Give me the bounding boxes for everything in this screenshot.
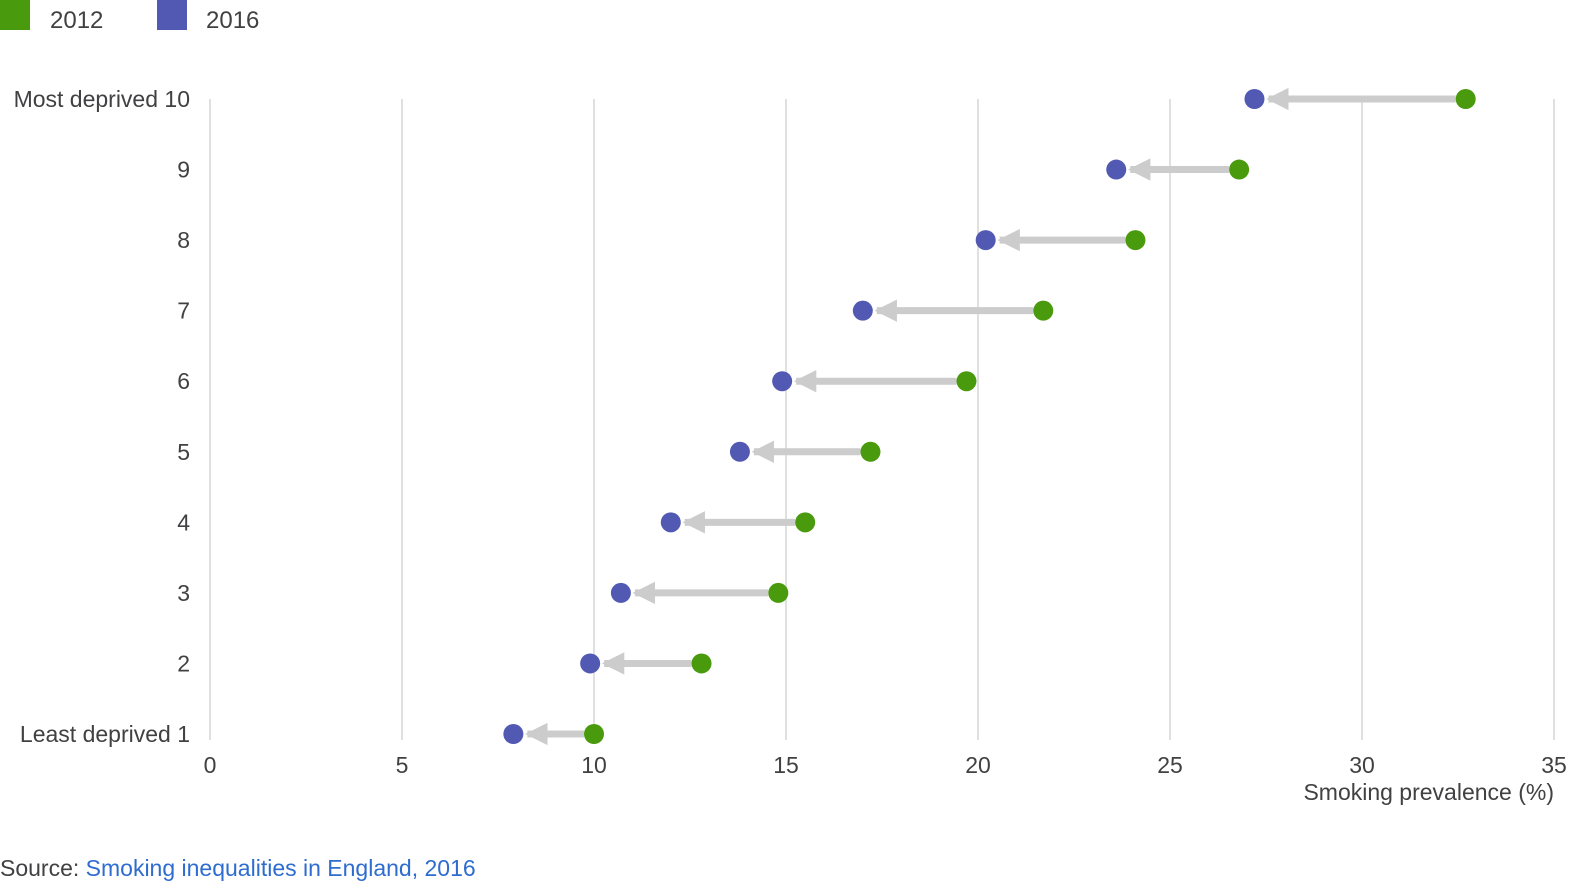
point-2012-7 (768, 582, 789, 603)
point-2016-3 (852, 300, 873, 321)
legend-label-2016: 2016 (206, 7, 260, 34)
y-tick-label-8: 2 (177, 650, 190, 676)
point-2012-1 (1229, 159, 1250, 180)
point-2012-6 (795, 512, 816, 533)
point-2016-0 (1244, 89, 1265, 109)
y-tick-label-5: 5 (177, 439, 190, 465)
x-tick-label-35: 35 (1541, 752, 1567, 778)
x-tick-label-25: 25 (1157, 752, 1183, 778)
source-note: Source: Smoking inequalities in England,… (0, 855, 476, 882)
point-2012-5 (860, 441, 881, 462)
y-tick-label-6: 4 (177, 509, 190, 535)
x-axis-title: Smoking prevalence (%) (1303, 779, 1554, 805)
point-2016-7 (610, 582, 631, 603)
y-tick-label-7: 3 (177, 580, 190, 606)
x-tick-label-5: 5 (396, 752, 409, 778)
y-tick-label-9: Least deprived 1 (20, 721, 190, 747)
point-2016-6 (660, 512, 681, 533)
legend-swatch-2012 (0, 0, 30, 30)
point-2012-0 (1455, 89, 1476, 109)
point-2012-2 (1125, 230, 1146, 251)
point-2016-4 (772, 371, 793, 392)
point-2016-9 (503, 724, 524, 744)
y-tick-label-2: 8 (177, 227, 190, 253)
legend-label-2012: 2012 (50, 7, 104, 34)
source-prefix: Source: (0, 855, 86, 881)
point-2012-9 (584, 724, 604, 744)
x-tick-label-20: 20 (965, 752, 991, 778)
y-tick-label-0: Most deprived 10 (14, 86, 190, 112)
x-tick-label-30: 30 (1349, 752, 1375, 778)
gridlines (209, 99, 1555, 740)
dumbbell-chart: Most deprived 10 9 8 7 6 5 4 3 2 Least deprived 1… (14, 86, 1567, 805)
point-2016-5 (729, 441, 750, 462)
point-2016-2 (975, 230, 996, 251)
y-axis-labels: Most deprived 10 9 8 7 6 5 4 3 2 Least deprived 1 (14, 86, 191, 747)
legend-swatch-2016 (157, 0, 187, 30)
point-2012-3 (1033, 300, 1054, 321)
y-tick-label-4: 6 (177, 368, 190, 394)
y-tick-label-3: 7 (177, 298, 190, 324)
point-2016-8 (580, 653, 601, 674)
source-link[interactable]: Smoking inequalities in England, 2016 (85, 855, 476, 881)
data-points (503, 89, 1476, 744)
point-2016-1 (1106, 159, 1127, 180)
x-tick-label-10: 10 (581, 752, 607, 778)
x-axis-labels: 0 5 10 15 20 25 30 35 (204, 752, 1567, 778)
point-2012-8 (691, 653, 712, 674)
y-tick-label-1: 9 (177, 157, 190, 183)
point-2012-4 (956, 371, 977, 392)
change-arrows (525, 87, 1456, 746)
x-tick-label-0: 0 (204, 752, 217, 778)
x-tick-label-15: 15 (773, 752, 799, 778)
